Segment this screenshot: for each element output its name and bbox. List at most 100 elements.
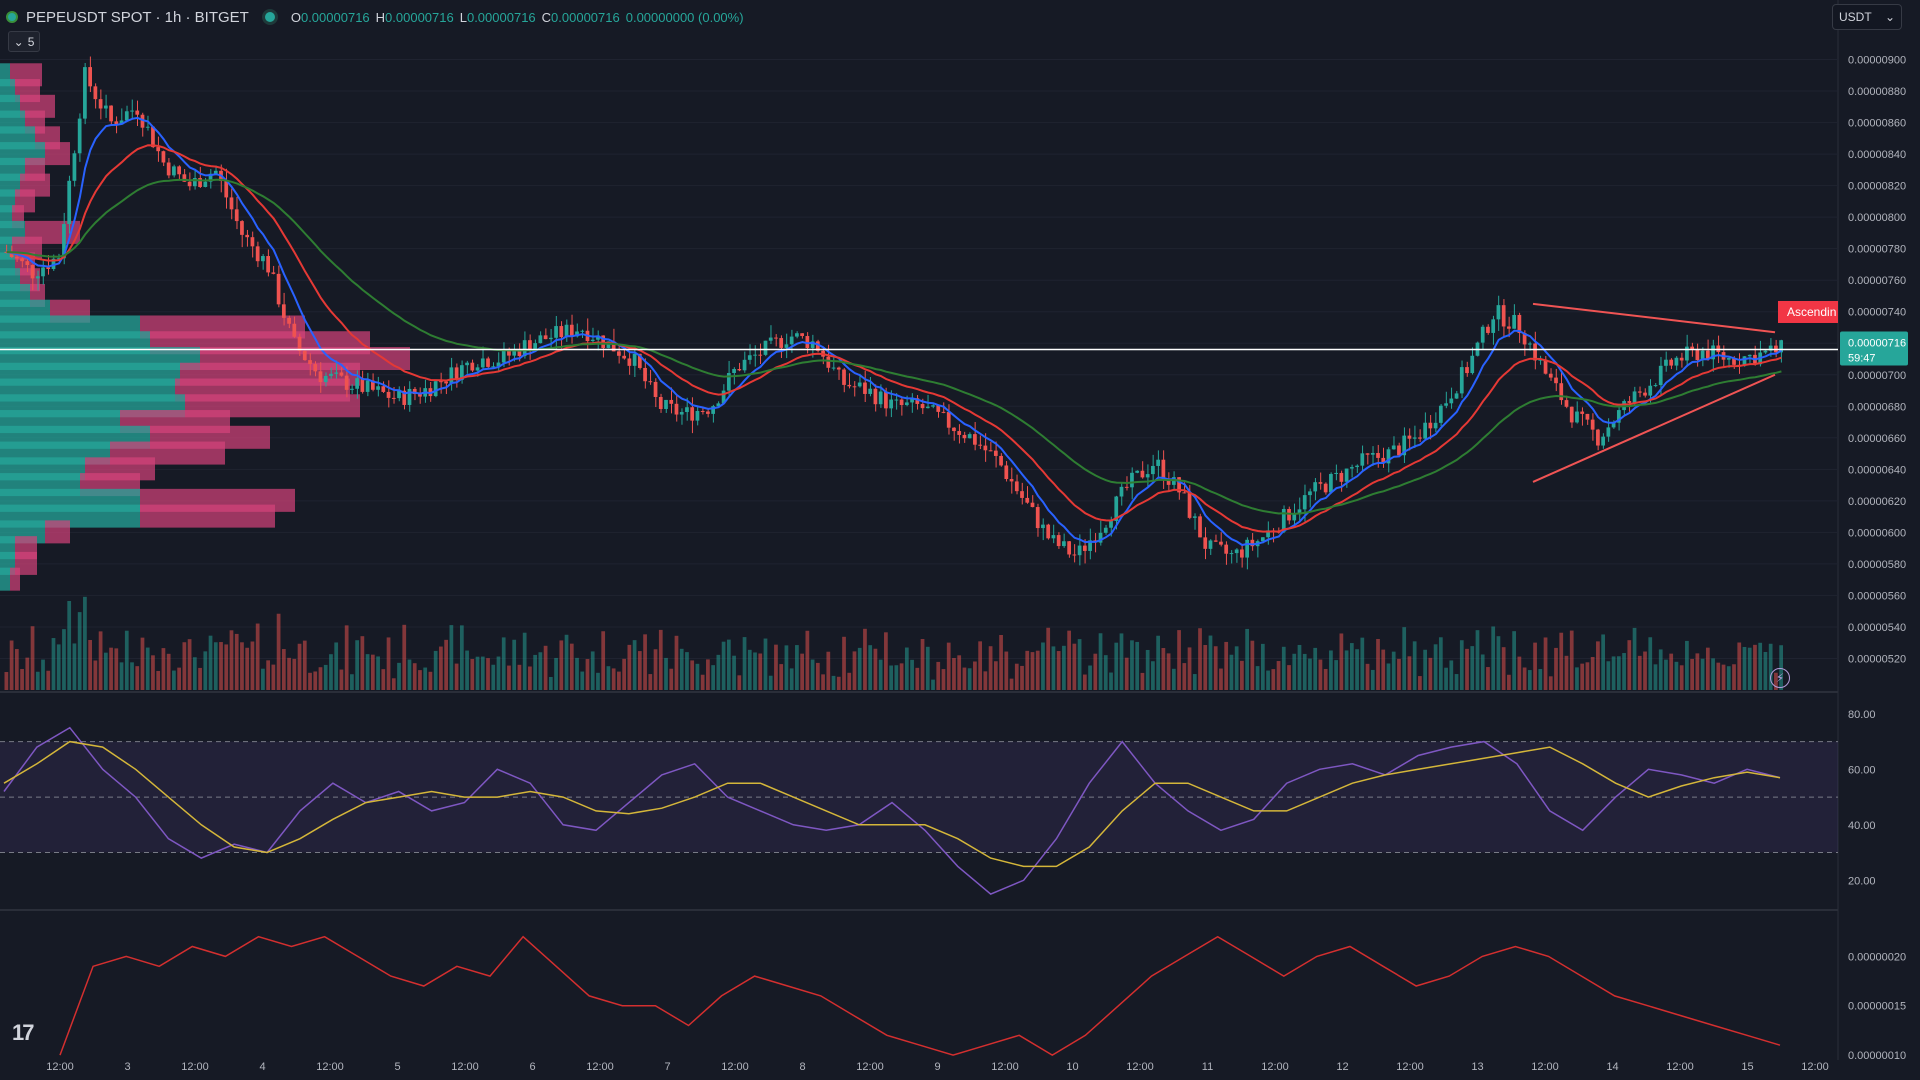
volume-bar bbox=[1727, 666, 1731, 690]
candle-body bbox=[1444, 403, 1448, 405]
lightning-icon[interactable]: ⚡ bbox=[1770, 668, 1790, 688]
time-axis-label: 12:00 bbox=[316, 1061, 344, 1073]
time-axis-label: 3 bbox=[124, 1061, 130, 1073]
ohlc-c: C0.00000716 bbox=[542, 10, 620, 25]
candle-body bbox=[1219, 542, 1223, 545]
candle-body bbox=[1141, 471, 1145, 478]
volume-bar bbox=[1748, 648, 1752, 690]
candle-body bbox=[172, 166, 176, 175]
volume-bar bbox=[858, 648, 862, 690]
candle-body bbox=[1340, 473, 1344, 482]
candle-body bbox=[832, 368, 836, 369]
volume-bar bbox=[690, 660, 694, 690]
candle-body bbox=[963, 435, 967, 438]
candle-body bbox=[256, 246, 260, 261]
volume-bar bbox=[1219, 669, 1223, 690]
volume-bar bbox=[1083, 675, 1087, 690]
candle-body bbox=[973, 434, 977, 445]
volume-bar bbox=[256, 624, 260, 690]
candle-body bbox=[1669, 360, 1673, 366]
volume-bar bbox=[1141, 673, 1145, 690]
candle-body bbox=[350, 389, 354, 390]
candle-body bbox=[1324, 484, 1328, 493]
candle-body bbox=[1449, 399, 1453, 404]
volume-bar bbox=[298, 644, 302, 690]
volume-bar bbox=[622, 659, 626, 690]
indicators-collapse-button[interactable]: ⌄ 5 bbox=[8, 31, 40, 52]
tradingview-logo-icon[interactable]: 17 bbox=[12, 1020, 32, 1046]
volume-bar bbox=[345, 625, 349, 690]
candle-body bbox=[622, 356, 626, 359]
volume-bar bbox=[114, 648, 118, 690]
volume-bar bbox=[1659, 649, 1663, 690]
trendline-upper bbox=[1533, 304, 1775, 332]
volume-bar bbox=[591, 651, 595, 690]
volume-bar bbox=[31, 626, 35, 690]
candle-body bbox=[737, 369, 741, 370]
volume-bar bbox=[20, 669, 24, 690]
volume-bar bbox=[973, 661, 977, 690]
candle-body bbox=[701, 411, 705, 412]
volume-bar bbox=[915, 668, 919, 690]
volume-bar bbox=[1580, 664, 1584, 690]
candle-body bbox=[900, 400, 904, 405]
candle-body bbox=[1627, 401, 1631, 403]
currency-select[interactable]: USDT ⌄ bbox=[1832, 4, 1902, 30]
volume-bar bbox=[1188, 647, 1192, 690]
volume-bar bbox=[476, 657, 480, 690]
symbol-title[interactable]: PEPEUSDT SPOT · 1h · BITGET bbox=[26, 9, 249, 26]
volume-bar bbox=[1329, 650, 1333, 690]
volume-bar bbox=[884, 632, 888, 690]
volume-bar bbox=[83, 597, 87, 690]
volume-bar bbox=[1402, 627, 1406, 690]
volume-bar bbox=[1287, 665, 1291, 690]
trendline-lower bbox=[1533, 375, 1775, 482]
volume-bar bbox=[528, 667, 532, 690]
volume-bar bbox=[1355, 649, 1359, 690]
candle-body bbox=[1015, 481, 1019, 491]
candle-body bbox=[361, 378, 365, 392]
volume-bar bbox=[1261, 644, 1265, 690]
candle-body bbox=[1355, 466, 1359, 467]
candle-body bbox=[162, 151, 166, 162]
volume-bar bbox=[1125, 658, 1129, 690]
price-axis-label: 0.00000620 bbox=[1848, 496, 1906, 508]
candle-body bbox=[1156, 460, 1160, 466]
volume-bar bbox=[701, 675, 705, 690]
volume-bar bbox=[1701, 659, 1705, 690]
volume-bar bbox=[10, 640, 14, 690]
volume-bar bbox=[188, 639, 192, 690]
volume-bar bbox=[785, 645, 789, 690]
volume-profile-sell-bar bbox=[140, 505, 275, 528]
candle-body bbox=[1052, 535, 1056, 538]
candle-body bbox=[272, 272, 276, 273]
candle-body bbox=[528, 340, 532, 350]
volume-bar bbox=[889, 666, 893, 690]
candle-body bbox=[999, 456, 1003, 466]
volume-bar bbox=[816, 663, 820, 690]
candle-body bbox=[591, 340, 595, 341]
volume-bar bbox=[350, 674, 354, 690]
candle-body bbox=[559, 326, 563, 337]
time-axis-label: 12:00 bbox=[856, 1061, 884, 1073]
volume-bar bbox=[1240, 661, 1244, 690]
volume-bar bbox=[1282, 647, 1286, 690]
candle-body bbox=[235, 209, 239, 221]
volume-bar bbox=[130, 662, 134, 690]
volume-bar bbox=[565, 635, 569, 690]
volume-bar bbox=[633, 640, 637, 690]
time-axis-label: 5 bbox=[394, 1061, 400, 1073]
candle-body bbox=[203, 182, 207, 187]
volume-bar bbox=[659, 630, 663, 690]
candle-body bbox=[313, 364, 317, 371]
candle-body bbox=[308, 360, 312, 364]
volume-bar bbox=[821, 674, 825, 690]
candle-body bbox=[1230, 553, 1234, 554]
time-axis-label: 11 bbox=[1202, 1061, 1213, 1073]
candle-body bbox=[921, 404, 925, 408]
candle-body bbox=[1460, 367, 1464, 393]
candle-body bbox=[1360, 453, 1364, 465]
chevron-down-icon: ⌄ bbox=[14, 35, 24, 49]
time-axis-label: 12:00 bbox=[586, 1061, 614, 1073]
